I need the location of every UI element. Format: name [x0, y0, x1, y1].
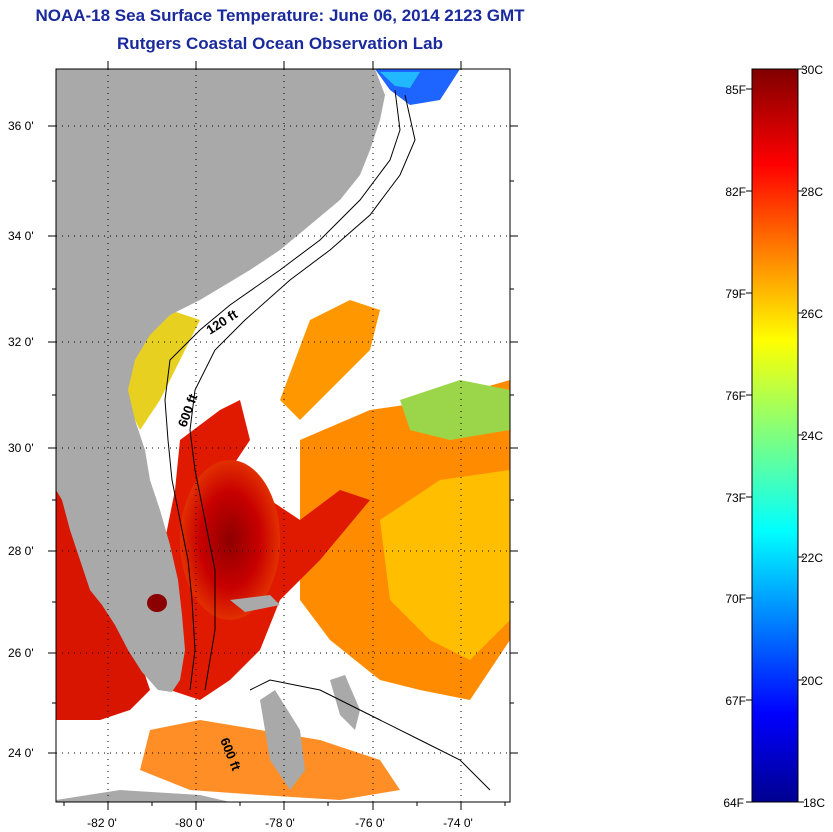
colorbar-c-label: 24C: [801, 429, 823, 443]
lat-tick-label: 34 0': [8, 229, 34, 243]
contour-120ft: [164, 89, 401, 691]
lon-tick-label: -78 0': [265, 816, 295, 830]
map-border: [55, 68, 511, 803]
colorbar-f-label: 76F: [725, 389, 746, 403]
sst-carolina-orange: [280, 300, 380, 420]
lat-tick-label: 32 0': [8, 335, 34, 349]
lon-tick-label: -82 0': [87, 816, 117, 830]
contour-bahamas: [249, 679, 491, 791]
sst-yellow-offshore: [380, 470, 510, 660]
colorbar-c-label: 22C: [801, 551, 823, 565]
sst-green-patch: [400, 380, 510, 440]
land-cuba: [56, 790, 230, 802]
land-bahamas-andros: [260, 690, 305, 790]
colorbar-f-label: 82F: [725, 185, 746, 199]
colorbar-c-label: 18C: [803, 796, 825, 810]
lat-tick-label: 28 0': [8, 544, 34, 558]
bathymetry-contours: [164, 89, 491, 791]
lat-tick-label: 26 0': [8, 646, 34, 660]
contour-600ft: [189, 94, 416, 691]
colorbar-f-label: 79F: [725, 287, 746, 301]
graticule: [56, 69, 510, 802]
map-subtitle: Rutgers Coastal Ocean Observation Lab: [117, 34, 443, 53]
land: [56, 69, 385, 802]
land-us-east-coast: [56, 69, 385, 692]
map-title: NOAA-18 Sea Surface Temperature: June 06…: [35, 6, 525, 25]
colorbar-f-label: 85F: [725, 83, 746, 97]
colorbar-f-label: 64F: [723, 796, 744, 810]
sst-northeast-cyan: [380, 72, 420, 88]
colorbar-gradient: [751, 68, 799, 803]
colorbar-c-label: 30C: [801, 63, 823, 77]
sst-gulfstream-core: [180, 460, 280, 620]
lat-tick-labels: 36 0' 34 0' 32 0' 30 0' 28 0' 26 0' 24 0…: [8, 119, 34, 760]
lon-tick-label: -80 0': [175, 816, 205, 830]
colorbar-c-label: 28C: [801, 185, 823, 199]
land-grand-bahama: [230, 595, 280, 612]
colorbar: 85F 82F 79F 76F 73F 70F 67F 64F 30C 28C …: [723, 63, 825, 810]
lake-okeechobee: [147, 594, 167, 612]
lon-tick-label: -76 0': [355, 816, 385, 830]
lat-tick-label: 36 0': [8, 119, 34, 133]
axis-ticks: [48, 61, 518, 810]
lat-tick-label: 24 0': [8, 746, 34, 760]
colorbar-f-label: 73F: [725, 491, 746, 505]
lat-tick-label: 30 0': [8, 441, 34, 455]
lon-tick-label: -74 0': [443, 816, 473, 830]
map-layers: 120 ft 600 ft 600 ft: [56, 69, 510, 802]
lon-tick-labels: -82 0' -80 0' -78 0' -76 0' -74 0': [87, 816, 473, 830]
colorbar-f-label: 70F: [725, 592, 746, 606]
colorbar-f-label: 67F: [725, 694, 746, 708]
colorbar-c-label: 20C: [801, 674, 823, 688]
colorbar-c-label: 26C: [801, 307, 823, 321]
